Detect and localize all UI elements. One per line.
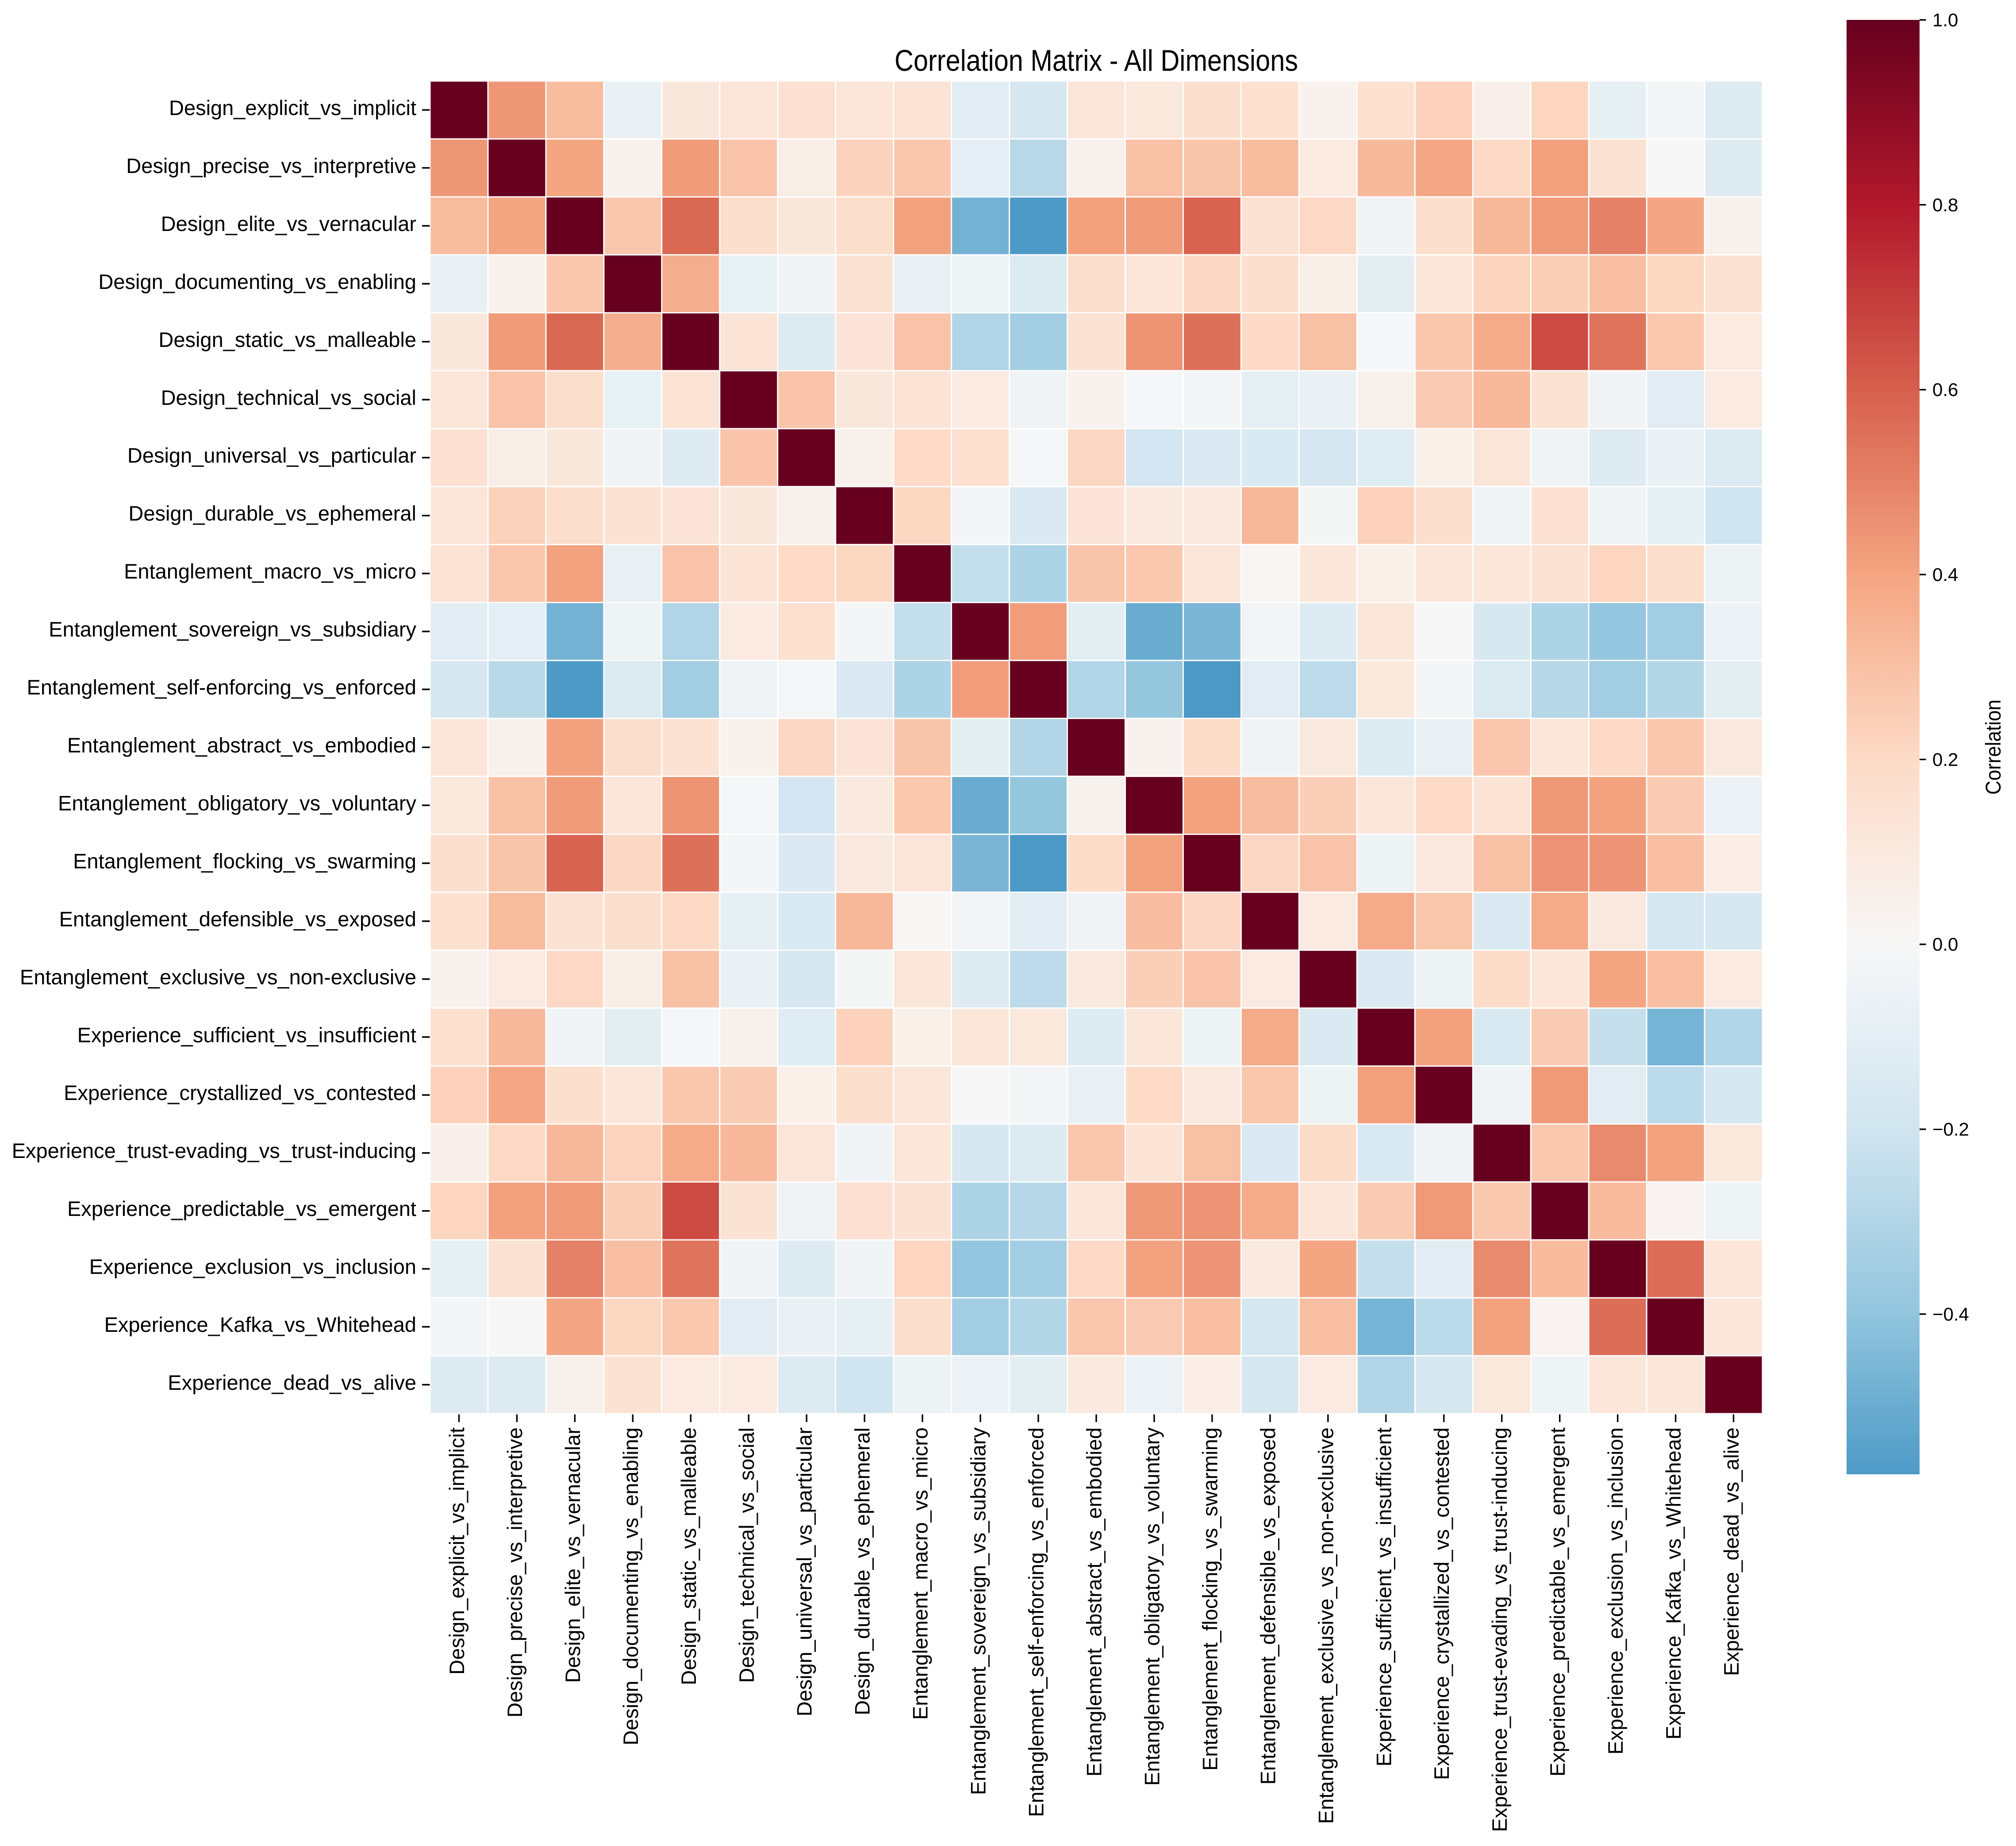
svg-text:0.4: 0.4	[1932, 564, 1958, 585]
svg-text:−0.4: −0.4	[1932, 1304, 1969, 1324]
svg-text:−0.2: −0.2	[1932, 1119, 1969, 1140]
svg-text:0.8: 0.8	[1932, 194, 1958, 215]
svg-text:Entanglement_macro_vs_micro: Entanglement_macro_vs_micro	[909, 1427, 932, 1720]
svg-text:Design_documenting_vs_enabling: Design_documenting_vs_enabling	[619, 1427, 642, 1746]
svg-text:Design_static_vs_malleable: Design_static_vs_malleable	[158, 328, 416, 351]
svg-text:Experience_trust-evading_vs_tr: Experience_trust-evading_vs_trust-induci…	[1488, 1427, 1511, 1832]
svg-text:Entanglement_obligatory_vs_vol: Entanglement_obligatory_vs_voluntary	[1140, 1427, 1164, 1786]
svg-text:0.0: 0.0	[1932, 934, 1958, 955]
svg-text:Experience_Kafka_vs_Whitehead: Experience_Kafka_vs_Whitehead	[104, 1313, 416, 1336]
svg-text:Entanglement_flocking_vs_swarm: Entanglement_flocking_vs_swarming	[1198, 1427, 1221, 1771]
svg-text:Design_elite_vs_vernacular: Design_elite_vs_vernacular	[161, 212, 416, 235]
svg-text:Design_universal_vs_particular: Design_universal_vs_particular	[793, 1427, 816, 1716]
svg-text:Experience_sufficient_vs_insuf: Experience_sufficient_vs_insufficient	[77, 1023, 416, 1046]
svg-text:Design_precise_vs_interpretive: Design_precise_vs_interpretive	[503, 1427, 526, 1718]
svg-text:Experience_predictable_vs_emer: Experience_predictable_vs_emergent	[67, 1197, 416, 1220]
svg-text:Experience_Kafka_vs_Whitehead: Experience_Kafka_vs_Whitehead	[1662, 1427, 1685, 1739]
svg-text:1.0: 1.0	[1932, 10, 1958, 31]
svg-text:Entanglement_sovereign_vs_subs: Entanglement_sovereign_vs_subsidiary	[49, 618, 416, 641]
svg-text:Entanglement_exclusive_vs_non-: Entanglement_exclusive_vs_non-exclusive	[20, 965, 416, 988]
svg-text:Entanglement_defensible_vs_exp: Entanglement_defensible_vs_exposed	[1256, 1427, 1279, 1784]
svg-text:Experience_exclusion_vs_inclus: Experience_exclusion_vs_inclusion	[89, 1255, 416, 1278]
svg-text:Entanglement_flocking_vs_swarm: Entanglement_flocking_vs_swarming	[73, 849, 416, 873]
svg-text:Experience_dead_vs_alive: Experience_dead_vs_alive	[168, 1371, 416, 1394]
svg-text:Entanglement_abstract_vs_embod: Entanglement_abstract_vs_embodied	[1083, 1427, 1106, 1777]
svg-text:Experience_crystallized_vs_con: Experience_crystallized_vs_contested	[1430, 1427, 1453, 1780]
svg-text:0.6: 0.6	[1932, 379, 1958, 400]
svg-text:Design_technical_vs_social: Design_technical_vs_social	[161, 386, 416, 409]
svg-text:Entanglement_sovereign_vs_subs: Entanglement_sovereign_vs_subsidiary	[967, 1427, 990, 1795]
svg-text:Experience_crystallized_vs_con: Experience_crystallized_vs_contested	[64, 1081, 416, 1104]
svg-text:Experience_exclusion_vs_inclus: Experience_exclusion_vs_inclusion	[1604, 1427, 1627, 1754]
svg-text:Entanglement_obligatory_vs_vol: Entanglement_obligatory_vs_voluntary	[58, 792, 416, 815]
svg-text:Design_universal_vs_particular: Design_universal_vs_particular	[127, 444, 416, 467]
svg-text:0.2: 0.2	[1932, 749, 1958, 770]
svg-text:Design_precise_vs_interpretive: Design_precise_vs_interpretive	[126, 154, 416, 177]
svg-text:Entanglement_abstract_vs_embod: Entanglement_abstract_vs_embodied	[67, 734, 416, 757]
svg-text:Design_explicit_vs_implicit: Design_explicit_vs_implicit	[445, 1427, 468, 1675]
svg-text:Experience_sufficient_vs_insuf: Experience_sufficient_vs_insufficient	[1372, 1427, 1395, 1766]
svg-text:Design_elite_vs_vernacular: Design_elite_vs_vernacular	[561, 1427, 584, 1683]
svg-text:Design_durable_vs_ephemeral: Design_durable_vs_ephemeral	[851, 1427, 874, 1715]
svg-text:Design_explicit_vs_implicit: Design_explicit_vs_implicit	[169, 96, 416, 119]
svg-text:Design_documenting_vs_enabling: Design_documenting_vs_enabling	[98, 270, 416, 293]
svg-text:Design_static_vs_malleable: Design_static_vs_malleable	[677, 1427, 700, 1685]
svg-text:Entanglement_exclusive_vs_non-: Entanglement_exclusive_vs_non-exclusive	[1314, 1427, 1337, 1824]
svg-text:Entanglement_self-enforcing_vs: Entanglement_self-enforcing_vs_enforced	[27, 676, 417, 699]
svg-text:Design_technical_vs_social: Design_technical_vs_social	[735, 1427, 758, 1683]
svg-text:Entanglement_macro_vs_micro: Entanglement_macro_vs_micro	[124, 560, 416, 583]
svg-text:Correlation Matrix - All Dimen: Correlation Matrix - All Dimensions	[895, 44, 1298, 77]
svg-text:Experience_dead_vs_alive: Experience_dead_vs_alive	[1720, 1427, 1743, 1676]
svg-text:Experience_predictable_vs_emer: Experience_predictable_vs_emergent	[1546, 1427, 1569, 1777]
svg-text:Entanglement_self-enforcing_vs: Entanglement_self-enforcing_vs_enforced	[1025, 1427, 1048, 1817]
svg-text:Experience_trust-evading_vs_tr: Experience_trust-evading_vs_trust-induci…	[12, 1139, 416, 1162]
svg-text:Entanglement_defensible_vs_exp: Entanglement_defensible_vs_exposed	[59, 907, 416, 931]
svg-text:Design_durable_vs_ephemeral: Design_durable_vs_ephemeral	[128, 502, 416, 525]
svg-text:Correlation: Correlation	[1982, 700, 2005, 795]
